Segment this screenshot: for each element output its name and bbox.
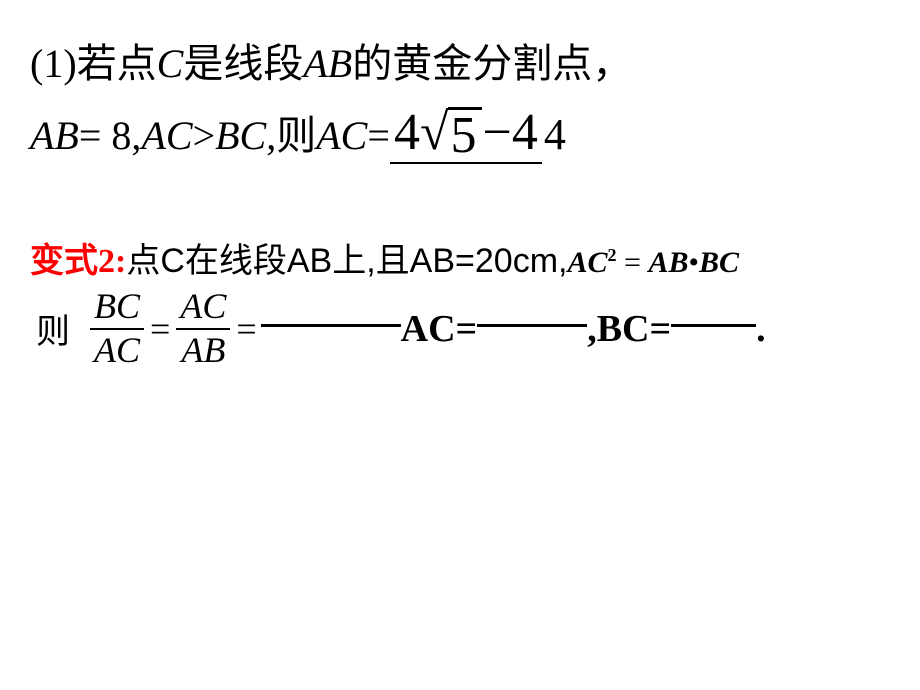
ans-root5: 5 (448, 107, 482, 162)
fraction-bc-ac: BC AC (90, 288, 144, 370)
problem-variant-2: 变式2: 点C在线段AB上,且AB=20cm, AC2 = AB•BC 则 BC… (30, 233, 900, 370)
p1-ze: 则 (276, 102, 316, 170)
label-BC: BC= (597, 307, 671, 351)
eq-eq: = (617, 246, 649, 279)
p1-AB2: AB (30, 102, 79, 170)
p1-C: C (157, 30, 184, 98)
variant-label-cn: 变式 (30, 243, 98, 280)
p2-line-2: 则 BC AC = AC AB = AC= , BC= . (30, 288, 900, 370)
problem-1-line-2: AB = 8, AC > BC , 则 AC = 4 √ 5 − 4 4 (30, 98, 900, 173)
p1-answer: 4 √ 5 − 4 (390, 107, 542, 164)
period: . (756, 307, 766, 351)
eq-sign-1: = (150, 308, 170, 350)
blank-3 (671, 324, 756, 327)
comma-1: , (587, 307, 597, 351)
blank-2 (477, 324, 587, 327)
variant-label-num: 2: (98, 243, 126, 280)
fraction-ac-ab: AC AB (176, 288, 230, 370)
p1-prefix: (1) (30, 30, 77, 98)
eq-dot: • (688, 246, 699, 279)
variant-label: 变式2: (30, 233, 126, 282)
ans-4a: 4 (394, 107, 420, 159)
p1-AB: AB (303, 30, 352, 98)
problem-1: (1) 若点 C 是线段 AB 的黄金分割点 ， AB = 8, AC > BC… (30, 30, 900, 173)
p2-line-1: 变式2: 点C在线段AB上,且AB=20cm, AC2 = AB•BC (30, 233, 900, 282)
p1-AC: AC (141, 102, 192, 170)
eq-sign-2: = (236, 308, 256, 350)
p1-eq8: = 8, (79, 102, 142, 170)
eq-sq: 2 (608, 245, 617, 265)
p1-comma: ， (592, 30, 632, 98)
p1-text-3: 的黄金分割点 (352, 30, 592, 98)
p1-eq2: = (367, 102, 390, 170)
ans-minus: − (482, 107, 511, 159)
p1-gt: > (193, 102, 216, 170)
eq-AC: AC (567, 246, 607, 279)
p1-text-1: 若点 (77, 30, 157, 98)
eq-AB: AB (648, 246, 688, 279)
p1-BC: BC (215, 102, 266, 170)
label-AC: AC= (401, 307, 478, 351)
radical-sign: √ (420, 107, 449, 159)
sqrt-icon: √ 5 (420, 107, 483, 162)
eq-BC: BC (699, 246, 739, 279)
p2-equation: AC2 = AB•BC (567, 245, 739, 280)
frac1-num: BC (90, 288, 144, 326)
p2-text-1: 点C在线段AB上,且AB=20cm, (126, 233, 567, 282)
p1-text-2: 是线段 (183, 30, 303, 98)
frac2-den: AB (177, 332, 229, 370)
p1-AC2: AC (316, 102, 367, 170)
p1-trailing: 4 (544, 98, 566, 173)
blank-1 (261, 324, 401, 327)
problem-1-line-1: (1) 若点 C 是线段 AB 的黄金分割点 ， (30, 30, 900, 98)
p2-ze: 则 (36, 304, 70, 353)
frac2-num: AC (176, 288, 230, 326)
frac1-den: AC (90, 332, 144, 370)
p1-comma2: , (266, 102, 276, 170)
ans-4b: 4 (512, 107, 538, 159)
